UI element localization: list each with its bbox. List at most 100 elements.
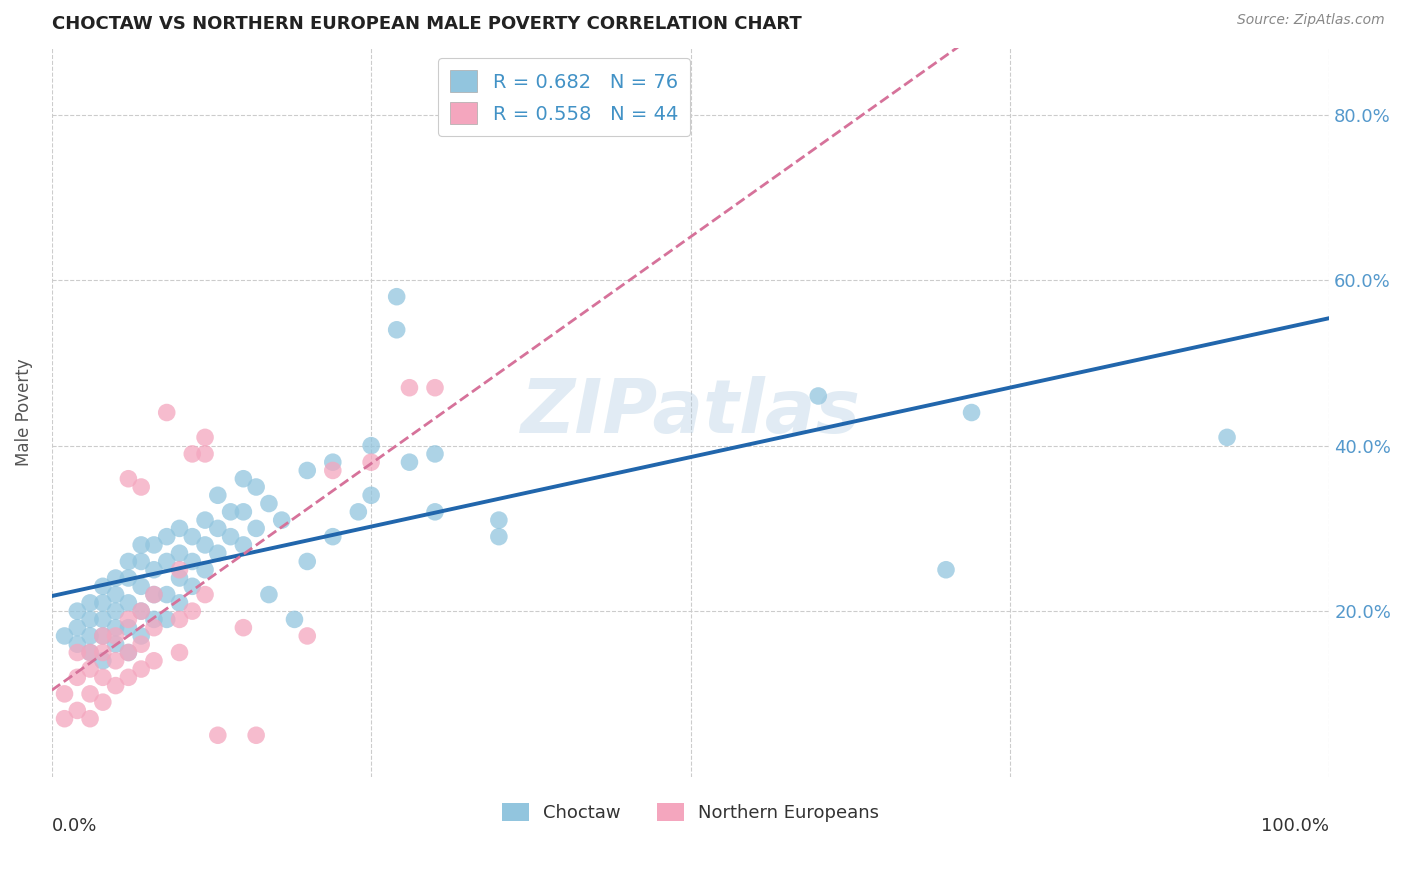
Point <box>1216 430 1239 444</box>
Point <box>297 629 319 643</box>
Point <box>347 505 370 519</box>
Point <box>181 579 204 593</box>
Point <box>117 596 139 610</box>
Point <box>129 637 152 651</box>
Point <box>117 612 139 626</box>
Point <box>129 538 152 552</box>
Point <box>91 646 114 660</box>
Point <box>53 712 76 726</box>
Point <box>91 654 114 668</box>
Point <box>283 612 305 626</box>
Point <box>53 629 76 643</box>
Point <box>66 637 89 651</box>
Point <box>142 621 165 635</box>
Point <box>129 579 152 593</box>
Point <box>156 405 179 419</box>
Point <box>117 646 139 660</box>
Text: Source: ZipAtlas.com: Source: ZipAtlas.com <box>1237 13 1385 28</box>
Point <box>219 530 242 544</box>
Point <box>66 621 89 635</box>
Point <box>194 588 217 602</box>
Point <box>79 662 101 676</box>
Point <box>79 712 101 726</box>
Point <box>104 604 127 618</box>
Point <box>142 612 165 626</box>
Point <box>104 629 127 643</box>
Point <box>79 646 101 660</box>
Point <box>322 530 344 544</box>
Point <box>245 521 267 535</box>
Point <box>91 579 114 593</box>
Point <box>129 604 152 618</box>
Point <box>142 588 165 602</box>
Point <box>142 563 165 577</box>
Point <box>194 447 217 461</box>
Point <box>66 604 89 618</box>
Point <box>156 554 179 568</box>
Text: 100.0%: 100.0% <box>1261 817 1329 835</box>
Point <box>207 546 229 560</box>
Point <box>66 703 89 717</box>
Point <box>423 381 446 395</box>
Point <box>91 596 114 610</box>
Point <box>91 629 114 643</box>
Point <box>807 389 830 403</box>
Point <box>207 488 229 502</box>
Point <box>117 621 139 635</box>
Point <box>169 646 191 660</box>
Point <box>91 612 114 626</box>
Point <box>104 679 127 693</box>
Point <box>79 687 101 701</box>
Point <box>245 480 267 494</box>
Point <box>423 447 446 461</box>
Point <box>117 571 139 585</box>
Point <box>104 571 127 585</box>
Point <box>360 439 382 453</box>
Point <box>322 455 344 469</box>
Point <box>181 530 204 544</box>
Point <box>297 463 319 477</box>
Point <box>181 604 204 618</box>
Point <box>66 646 89 660</box>
Point <box>385 290 408 304</box>
Point <box>398 455 420 469</box>
Point <box>257 497 280 511</box>
Point <box>194 538 217 552</box>
Point <box>935 563 957 577</box>
Point <box>117 670 139 684</box>
Point <box>181 554 204 568</box>
Point <box>398 381 420 395</box>
Point <box>207 728 229 742</box>
Point <box>360 488 382 502</box>
Point <box>117 472 139 486</box>
Point <box>79 629 101 643</box>
Point <box>104 637 127 651</box>
Point <box>156 588 179 602</box>
Point <box>129 629 152 643</box>
Point <box>66 670 89 684</box>
Point <box>194 430 217 444</box>
Point <box>117 646 139 660</box>
Point <box>232 505 254 519</box>
Point <box>194 513 217 527</box>
Point <box>53 687 76 701</box>
Point <box>104 588 127 602</box>
Y-axis label: Male Poverty: Male Poverty <box>15 359 32 467</box>
Point <box>129 480 152 494</box>
Point <box>129 604 152 618</box>
Point <box>142 538 165 552</box>
Point <box>91 629 114 643</box>
Point <box>79 596 101 610</box>
Text: ZIPatlas: ZIPatlas <box>520 376 860 449</box>
Point <box>156 530 179 544</box>
Point <box>169 571 191 585</box>
Point <box>960 405 983 419</box>
Point <box>169 546 191 560</box>
Point <box>91 695 114 709</box>
Point <box>232 538 254 552</box>
Point <box>104 654 127 668</box>
Point <box>169 596 191 610</box>
Point <box>169 612 191 626</box>
Text: CHOCTAW VS NORTHERN EUROPEAN MALE POVERTY CORRELATION CHART: CHOCTAW VS NORTHERN EUROPEAN MALE POVERT… <box>52 15 801 33</box>
Point <box>129 554 152 568</box>
